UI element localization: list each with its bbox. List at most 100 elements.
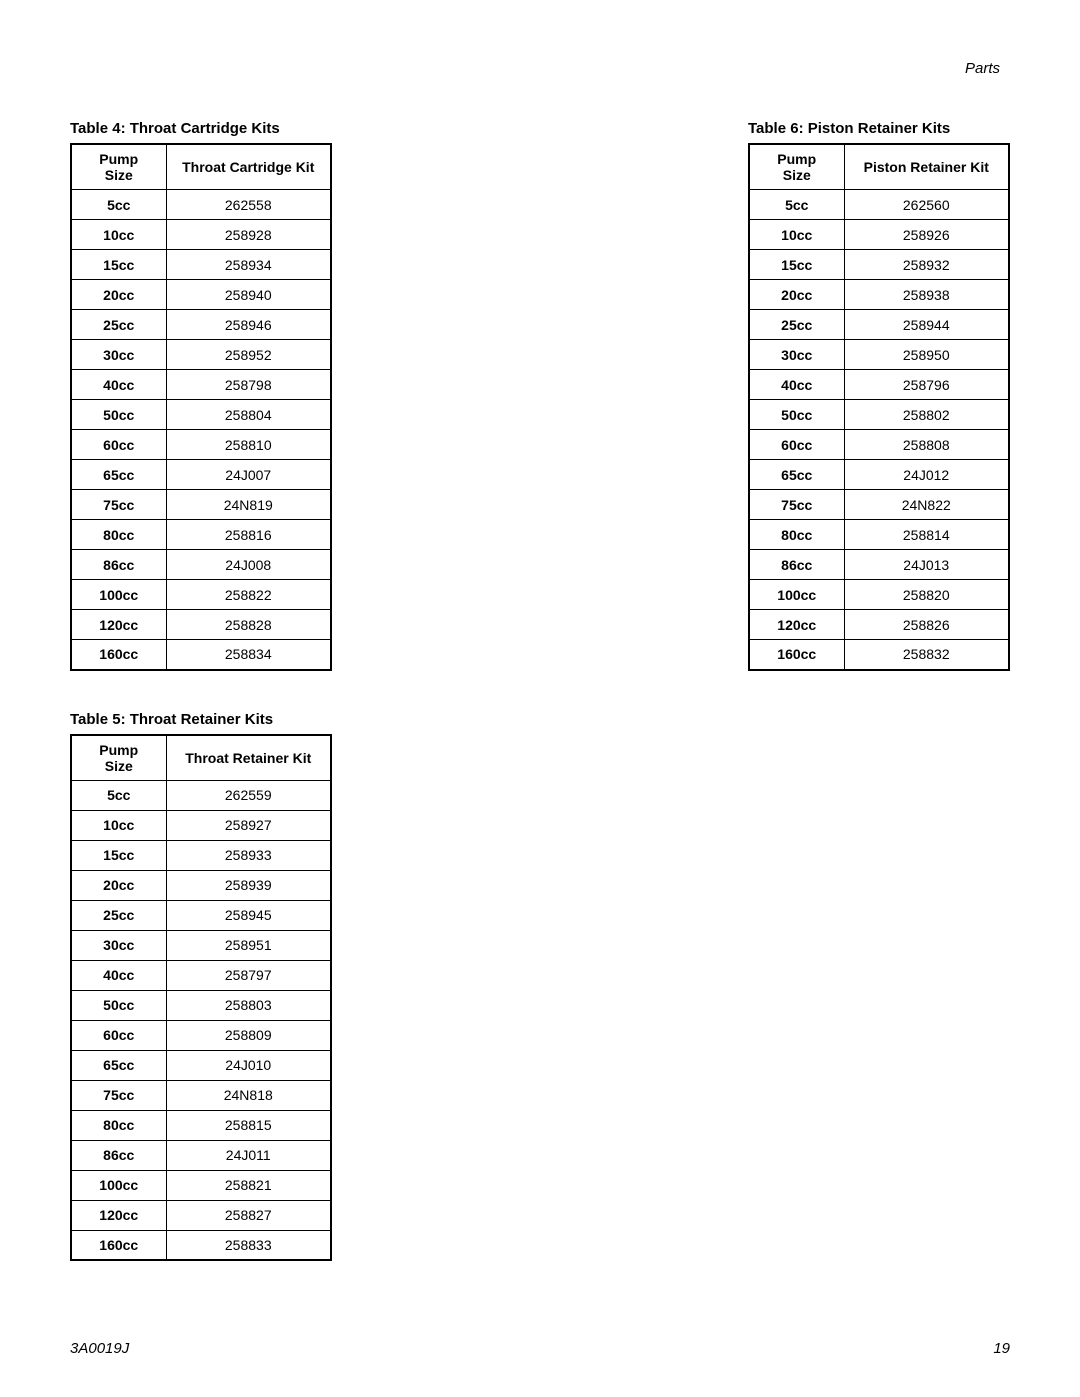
table-5-body: 5cc26255910cc25892715cc25893320cc2589392… [71,780,331,1260]
pump-size-cell: 65cc [71,460,166,490]
pump-size-cell: 10cc [71,810,166,840]
table-5-header-kit: Throat Retainer Kit [166,735,331,781]
kit-cell: 24J008 [166,550,331,580]
kit-cell: 258828 [166,610,331,640]
kit-cell: 258832 [844,640,1009,670]
table-row: 86cc24J011 [71,1140,331,1170]
table-row: 30cc258952 [71,340,331,370]
pump-size-cell: 160cc [749,640,844,670]
pump-size-cell: 50cc [71,400,166,430]
table-6-header-kit: Piston Retainer Kit [844,144,1009,190]
table-row: 120cc258827 [71,1200,331,1230]
table-row: 50cc258802 [749,400,1009,430]
table-row: 20cc258940 [71,280,331,310]
table-row: 86cc24J008 [71,550,331,580]
table-row: 80cc258816 [71,520,331,550]
pump-size-cell: 120cc [71,1200,166,1230]
pump-size-cell: 86cc [749,550,844,580]
kit-cell: 258932 [844,250,1009,280]
table-row: 60cc258809 [71,1020,331,1050]
pump-size-cell: 80cc [71,1110,166,1140]
pump-size-cell: 60cc [749,430,844,460]
kit-cell: 258804 [166,400,331,430]
pump-size-cell: 20cc [71,280,166,310]
pump-size-cell: 40cc [749,370,844,400]
pump-size-cell: 15cc [71,840,166,870]
pump-size-cell: 75cc [749,490,844,520]
table-row: 25cc258946 [71,310,331,340]
table-row: 10cc258928 [71,220,331,250]
kit-cell: 258938 [844,280,1009,310]
pump-size-cell: 25cc [749,310,844,340]
kit-cell: 258809 [166,1020,331,1050]
table-4-body: 5cc26255810cc25892815cc25893420cc2589402… [71,190,331,670]
pump-size-cell: 86cc [71,1140,166,1170]
table-row: 25cc258945 [71,900,331,930]
pump-size-cell: 75cc [71,1080,166,1110]
table-6: Pump Size Piston Retainer Kit 5cc2625601… [748,143,1010,671]
kit-cell: 258940 [166,280,331,310]
pump-size-cell: 10cc [71,220,166,250]
pump-size-cell: 160cc [71,640,166,670]
pump-size-cell: 5cc [71,780,166,810]
page-footer: 3A0019J 19 [70,1340,1010,1357]
pump-size-cell: 160cc [71,1230,166,1260]
kit-cell: 258820 [844,580,1009,610]
kit-cell: 258814 [844,520,1009,550]
kit-cell: 258822 [166,580,331,610]
pump-size-cell: 120cc [749,610,844,640]
kit-cell: 258821 [166,1170,331,1200]
kit-cell: 24J013 [844,550,1009,580]
table-row: 86cc24J013 [749,550,1009,580]
pump-size-cell: 40cc [71,960,166,990]
kit-cell: 258826 [844,610,1009,640]
pump-size-cell: 10cc [749,220,844,250]
pump-size-cell: 80cc [71,520,166,550]
table-row: 15cc258933 [71,840,331,870]
kit-cell: 258798 [166,370,331,400]
table-row: 75cc24N819 [71,490,331,520]
table-6-header-pump: Pump Size [749,144,844,190]
table-row: 15cc258934 [71,250,331,280]
table-row: 5cc262560 [749,190,1009,220]
table-row: 100cc258820 [749,580,1009,610]
table-row: 5cc262559 [71,780,331,810]
kit-cell: 258950 [844,340,1009,370]
pump-size-cell: 100cc [749,580,844,610]
table-4-header-kit: Throat Cartridge Kit [166,144,331,190]
section-header: Parts [965,60,1000,77]
kit-cell: 258927 [166,810,331,840]
pump-size-cell: 5cc [749,190,844,220]
pump-size-cell: 120cc [71,610,166,640]
pump-size-cell: 20cc [749,280,844,310]
table-row: 20cc258938 [749,280,1009,310]
table-row: 60cc258810 [71,430,331,460]
pump-size-cell: 15cc [749,250,844,280]
pump-size-cell: 25cc [71,310,166,340]
table-row: 65cc24J012 [749,460,1009,490]
pump-size-cell: 30cc [749,340,844,370]
kit-cell: 258827 [166,1200,331,1230]
kit-cell: 258939 [166,870,331,900]
table-row: 50cc258803 [71,990,331,1020]
pump-size-cell: 65cc [749,460,844,490]
table-6-body: 5cc26256010cc25892615cc25893220cc2589382… [749,190,1009,670]
kit-cell: 24J010 [166,1050,331,1080]
footer-doc-id: 3A0019J [70,1340,129,1357]
table-row: 30cc258950 [749,340,1009,370]
pump-size-cell: 65cc [71,1050,166,1080]
kit-cell: 258802 [844,400,1009,430]
table-6-block: Table 6: Piston Retainer Kits Pump Size … [748,120,1010,671]
kit-cell: 262560 [844,190,1009,220]
table-row: 100cc258822 [71,580,331,610]
kit-cell: 258816 [166,520,331,550]
kit-cell: 258803 [166,990,331,1020]
kit-cell: 24N822 [844,490,1009,520]
kit-cell: 258797 [166,960,331,990]
kit-cell: 258951 [166,930,331,960]
right-column: Table 6: Piston Retainer Kits Pump Size … [748,120,1010,1301]
kit-cell: 24J012 [844,460,1009,490]
kit-cell: 24J007 [166,460,331,490]
pump-size-cell: 40cc [71,370,166,400]
table-row: 160cc258833 [71,1230,331,1260]
